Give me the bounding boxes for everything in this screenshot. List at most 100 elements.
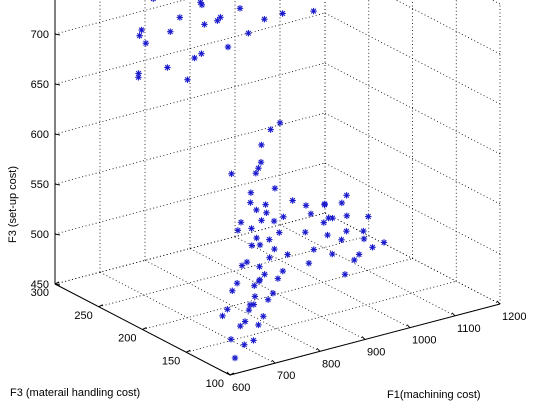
data-point [260, 313, 267, 320]
y-tick-mark [98, 304, 103, 308]
grid-line [324, 12, 501, 105]
data-point [270, 217, 278, 225]
data-point-stroke [239, 262, 245, 269]
data-point [176, 14, 184, 21]
y-tick-mark [229, 372, 235, 376]
data-point [351, 256, 358, 264]
data-point [227, 336, 235, 343]
grid-line [395, 0, 501, 55]
data-point-stroke [329, 215, 336, 221]
data-point [310, 246, 317, 253]
data-point [258, 141, 265, 149]
data-point-stroke [260, 313, 266, 319]
data-point [307, 210, 315, 218]
data-point-stroke [343, 228, 350, 234]
data-point-stroke [258, 217, 265, 224]
data-point-stroke [308, 211, 314, 217]
y-tick-label: 100 [206, 378, 224, 390]
tick-labels: 600 700 800 900 1000 1100 1200 100 150 200 250 3004… [31, 29, 527, 394]
data-point [234, 227, 242, 234]
data-point-stroke [262, 201, 269, 208]
data-point-stroke [184, 77, 191, 83]
y-axis-label: F3 (materail handling cost) [10, 387, 140, 399]
z-tick-label: 450 [31, 279, 49, 291]
x-tick-label: 1200 [502, 311, 526, 323]
data-point-stroke [342, 271, 348, 277]
data-point-stroke [164, 64, 171, 71]
data-point [360, 235, 368, 243]
data-point [261, 16, 268, 23]
data-point [271, 185, 279, 192]
data-point-stroke [266, 255, 273, 261]
z-tick-mark [54, 283, 61, 286]
x-tick-mark [451, 312, 456, 317]
data-point-stroke [306, 260, 312, 266]
data-point [369, 244, 376, 251]
data-point [280, 213, 287, 221]
data-point [257, 158, 265, 166]
z-tick-mark [54, 233, 61, 236]
data-point-stroke [252, 293, 258, 300]
data-point [197, 0, 204, 6]
data-point-stroke [261, 16, 268, 22]
data-point-stroke [247, 199, 254, 206]
data-point-stroke [257, 242, 263, 248]
data-point-stroke [339, 200, 345, 206]
data-point-stroke [256, 264, 263, 270]
z-tick-label: 650 [31, 79, 49, 91]
grid-line [189, 248, 366, 340]
data-point [360, 227, 367, 235]
data-point [262, 201, 269, 208]
data-point-stroke [280, 214, 287, 220]
grid-line [144, 259, 321, 352]
data-point [248, 225, 255, 232]
data-point-stroke [228, 171, 235, 177]
x-tick-mark [271, 359, 276, 364]
data-point [236, 5, 244, 12]
data-point-stroke [253, 235, 260, 241]
data-point-stroke [256, 278, 262, 284]
data-point [251, 282, 258, 289]
data-point-stroke [381, 239, 387, 246]
z-tick-mark [54, 33, 61, 36]
data-point-stroke [272, 185, 278, 191]
data-point-stroke [277, 120, 283, 126]
data-point-stroke [251, 283, 257, 289]
data-point [302, 202, 310, 209]
y-tick-label: 200 [118, 333, 136, 345]
data-point [261, 271, 268, 278]
data-point-stroke [177, 14, 183, 21]
data-point [274, 275, 282, 282]
data-point [247, 199, 254, 206]
data-point [237, 219, 245, 226]
data-point [355, 251, 363, 258]
data-point-stroke [248, 225, 255, 232]
data-point [251, 293, 259, 300]
data-point-stroke [284, 251, 291, 258]
data-point-stroke [197, 0, 204, 5]
data-point [241, 318, 249, 325]
data-point [237, 322, 244, 330]
x-tick-mark [226, 371, 231, 376]
data-point [279, 267, 286, 275]
data-point-stroke [237, 323, 243, 329]
grid-line [324, 212, 501, 305]
data-point [167, 28, 174, 35]
data-point-stroke [249, 242, 255, 249]
data-point-stroke [191, 55, 198, 61]
data-point-stroke [255, 165, 262, 171]
x-tick-label: 700 [277, 370, 295, 382]
grid-line [324, 112, 501, 205]
x-tick-label: 1100 [457, 323, 481, 335]
data-point [279, 10, 286, 17]
x-tick-mark [361, 336, 366, 340]
z-tick-mark [54, 183, 61, 186]
data-point [219, 312, 226, 320]
data-point [229, 287, 236, 294]
data-point [338, 199, 345, 207]
data-point-stroke [263, 210, 270, 216]
data-point [289, 197, 296, 204]
data-point [365, 213, 372, 220]
data-point-stroke [153, 0, 156, 2]
data-point-stroke [138, 27, 145, 33]
